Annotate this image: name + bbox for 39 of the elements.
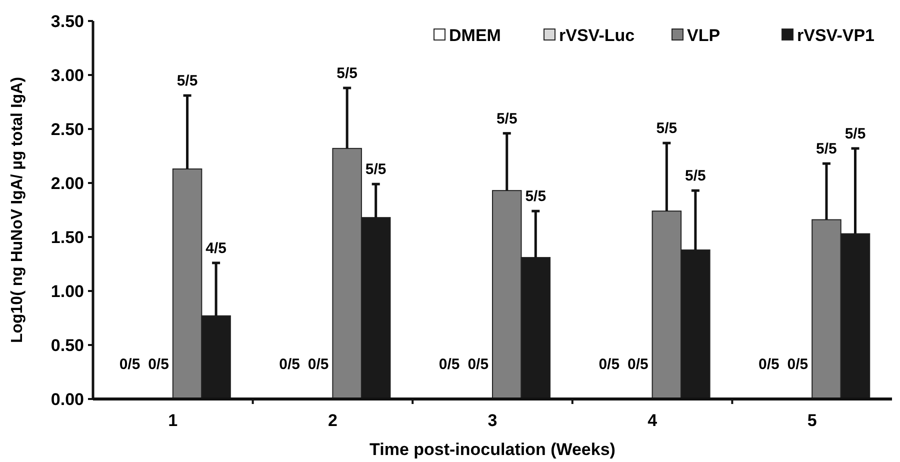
y-tick-label: 1.00 <box>50 282 84 301</box>
y-tick-label: 3.00 <box>50 66 84 85</box>
annotation: 0/5 <box>787 356 808 373</box>
x-tick-label: 1 <box>168 411 178 430</box>
x-axis-title: Time post-inoculation (Weeks) <box>370 440 616 459</box>
y-tick-label: 0.00 <box>50 390 84 409</box>
annotation: 5/5 <box>685 168 706 185</box>
annotation: 5/5 <box>336 64 358 82</box>
annotation: 0/5 <box>148 356 169 373</box>
annotation: 4/5 <box>206 240 226 257</box>
annotation: 0/5 <box>438 356 460 373</box>
annotation: 5/5 <box>176 72 198 90</box>
annotation: 0/5 <box>279 356 300 373</box>
y-tick-label: 2.00 <box>50 174 84 193</box>
y-tick-label: 0.50 <box>50 336 84 355</box>
annotation: 5/5 <box>496 110 518 128</box>
annotation: 5/5 <box>525 188 546 206</box>
annotation: 0/5 <box>468 356 489 373</box>
y-tick-label: 1.50 <box>50 228 84 247</box>
annotation: 5/5 <box>365 161 386 178</box>
x-tick-label: 2 <box>328 411 338 430</box>
x-tick-label: 3 <box>488 411 498 430</box>
y-tick-label: 3.50 <box>50 12 84 31</box>
annotation: 5/5 <box>816 140 837 158</box>
annotation: 0/5 <box>627 356 648 373</box>
x-tick-label: 4 <box>648 411 658 430</box>
y-tick-label: 2.50 <box>50 120 84 139</box>
legend-label: rVSV-Luc <box>559 26 635 45</box>
legend-label: rVSV-VP1 <box>797 26 874 45</box>
annotation: 0/5 <box>598 356 620 373</box>
annotation: 0/5 <box>119 356 140 373</box>
annotation: 5/5 <box>844 125 866 142</box>
x-tick-label: 5 <box>807 411 817 430</box>
annotation: 5/5 <box>656 120 678 138</box>
annotation: 0/5 <box>308 356 329 373</box>
legend-label: DMEM <box>449 26 501 45</box>
y-axis-title: Log10( ng HuNoV IgA/ µg total IgA) <box>9 76 26 344</box>
legend-label: VLP <box>687 26 720 45</box>
annotation: 0/5 <box>758 356 780 373</box>
